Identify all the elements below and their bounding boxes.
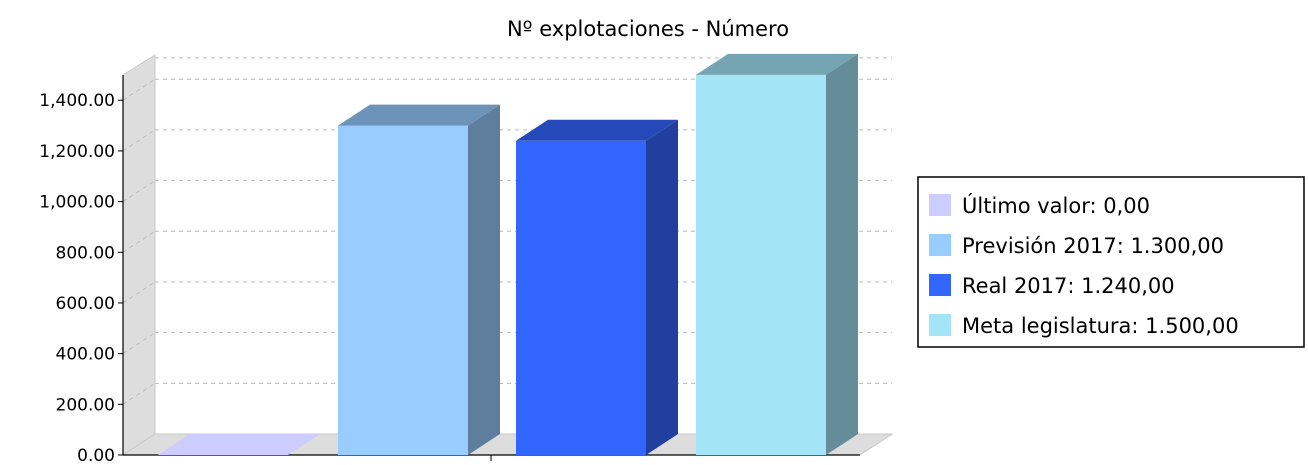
y-tick-label: 200.00 [56,395,115,415]
bar-front [516,140,646,455]
legend-label: Meta legislatura: 1.500,00 [962,314,1239,338]
bar-top [158,434,320,455]
bar-top [338,104,500,126]
bar-top [696,53,858,75]
y-tick-label: 0.00 [77,446,115,465]
legend-label: Previsión 2017: 1.300,00 [962,234,1224,258]
y-tick-label: 1,200.00 [39,142,115,162]
bar-front [696,74,826,456]
bar-top [516,119,678,141]
bar-front [338,125,468,455]
bar-side [468,104,500,455]
legend-box [917,176,1305,348]
legend-swatch [929,274,951,296]
bar [696,53,858,456]
legend: Último valor: 0,00 Previsión 2017: 1.300,… [917,176,1305,348]
grid-line-diagonal [122,230,156,253]
grid-line-diagonal [122,129,156,152]
y-tick-label: 400.00 [56,345,115,365]
grid-line-diagonal [122,78,156,101]
bar-side [826,53,858,456]
bar [158,434,320,455]
bar [516,119,678,455]
grid-line-diagonal [122,332,156,355]
legend-label: Real 2017: 1.240,00 [962,274,1175,298]
bars [158,53,858,456]
bar-side [646,119,678,455]
plot-left-wall [122,54,156,456]
legend-swatch [929,314,951,336]
y-tick-label: 800.00 [56,243,115,263]
grid-line-diagonal [122,281,156,304]
legend-label: Último valor: 0,00 [962,193,1150,218]
legend-swatch [929,234,951,256]
y-axis: 0.00 200.00 400.00 600.00 800.00 1,000.00 1,20… [39,75,860,465]
legend-swatch [929,194,951,216]
chart-title: Nº explotaciones - Número [507,17,789,41]
y-tick-label: 1,400.00 [39,91,115,111]
y-tick-label: 600.00 [56,294,115,314]
grid-line-diagonal [122,382,156,405]
y-tick-label: 1,000.00 [39,193,115,213]
bar [338,104,500,455]
grid-line-diagonal [122,180,156,203]
